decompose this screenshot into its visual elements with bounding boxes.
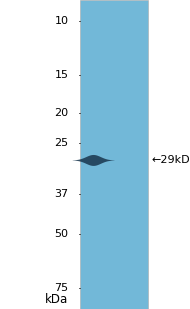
Text: 10: 10 <box>54 16 68 27</box>
Text: 37: 37 <box>54 189 68 199</box>
Text: 15: 15 <box>54 70 68 80</box>
Text: 75: 75 <box>54 283 68 293</box>
Text: ←29kDa: ←29kDa <box>152 155 190 165</box>
Bar <box>80 0 148 309</box>
Text: kDa: kDa <box>45 293 68 306</box>
Text: 50: 50 <box>54 229 68 239</box>
Text: 20: 20 <box>54 108 68 118</box>
Text: 25: 25 <box>54 138 68 148</box>
